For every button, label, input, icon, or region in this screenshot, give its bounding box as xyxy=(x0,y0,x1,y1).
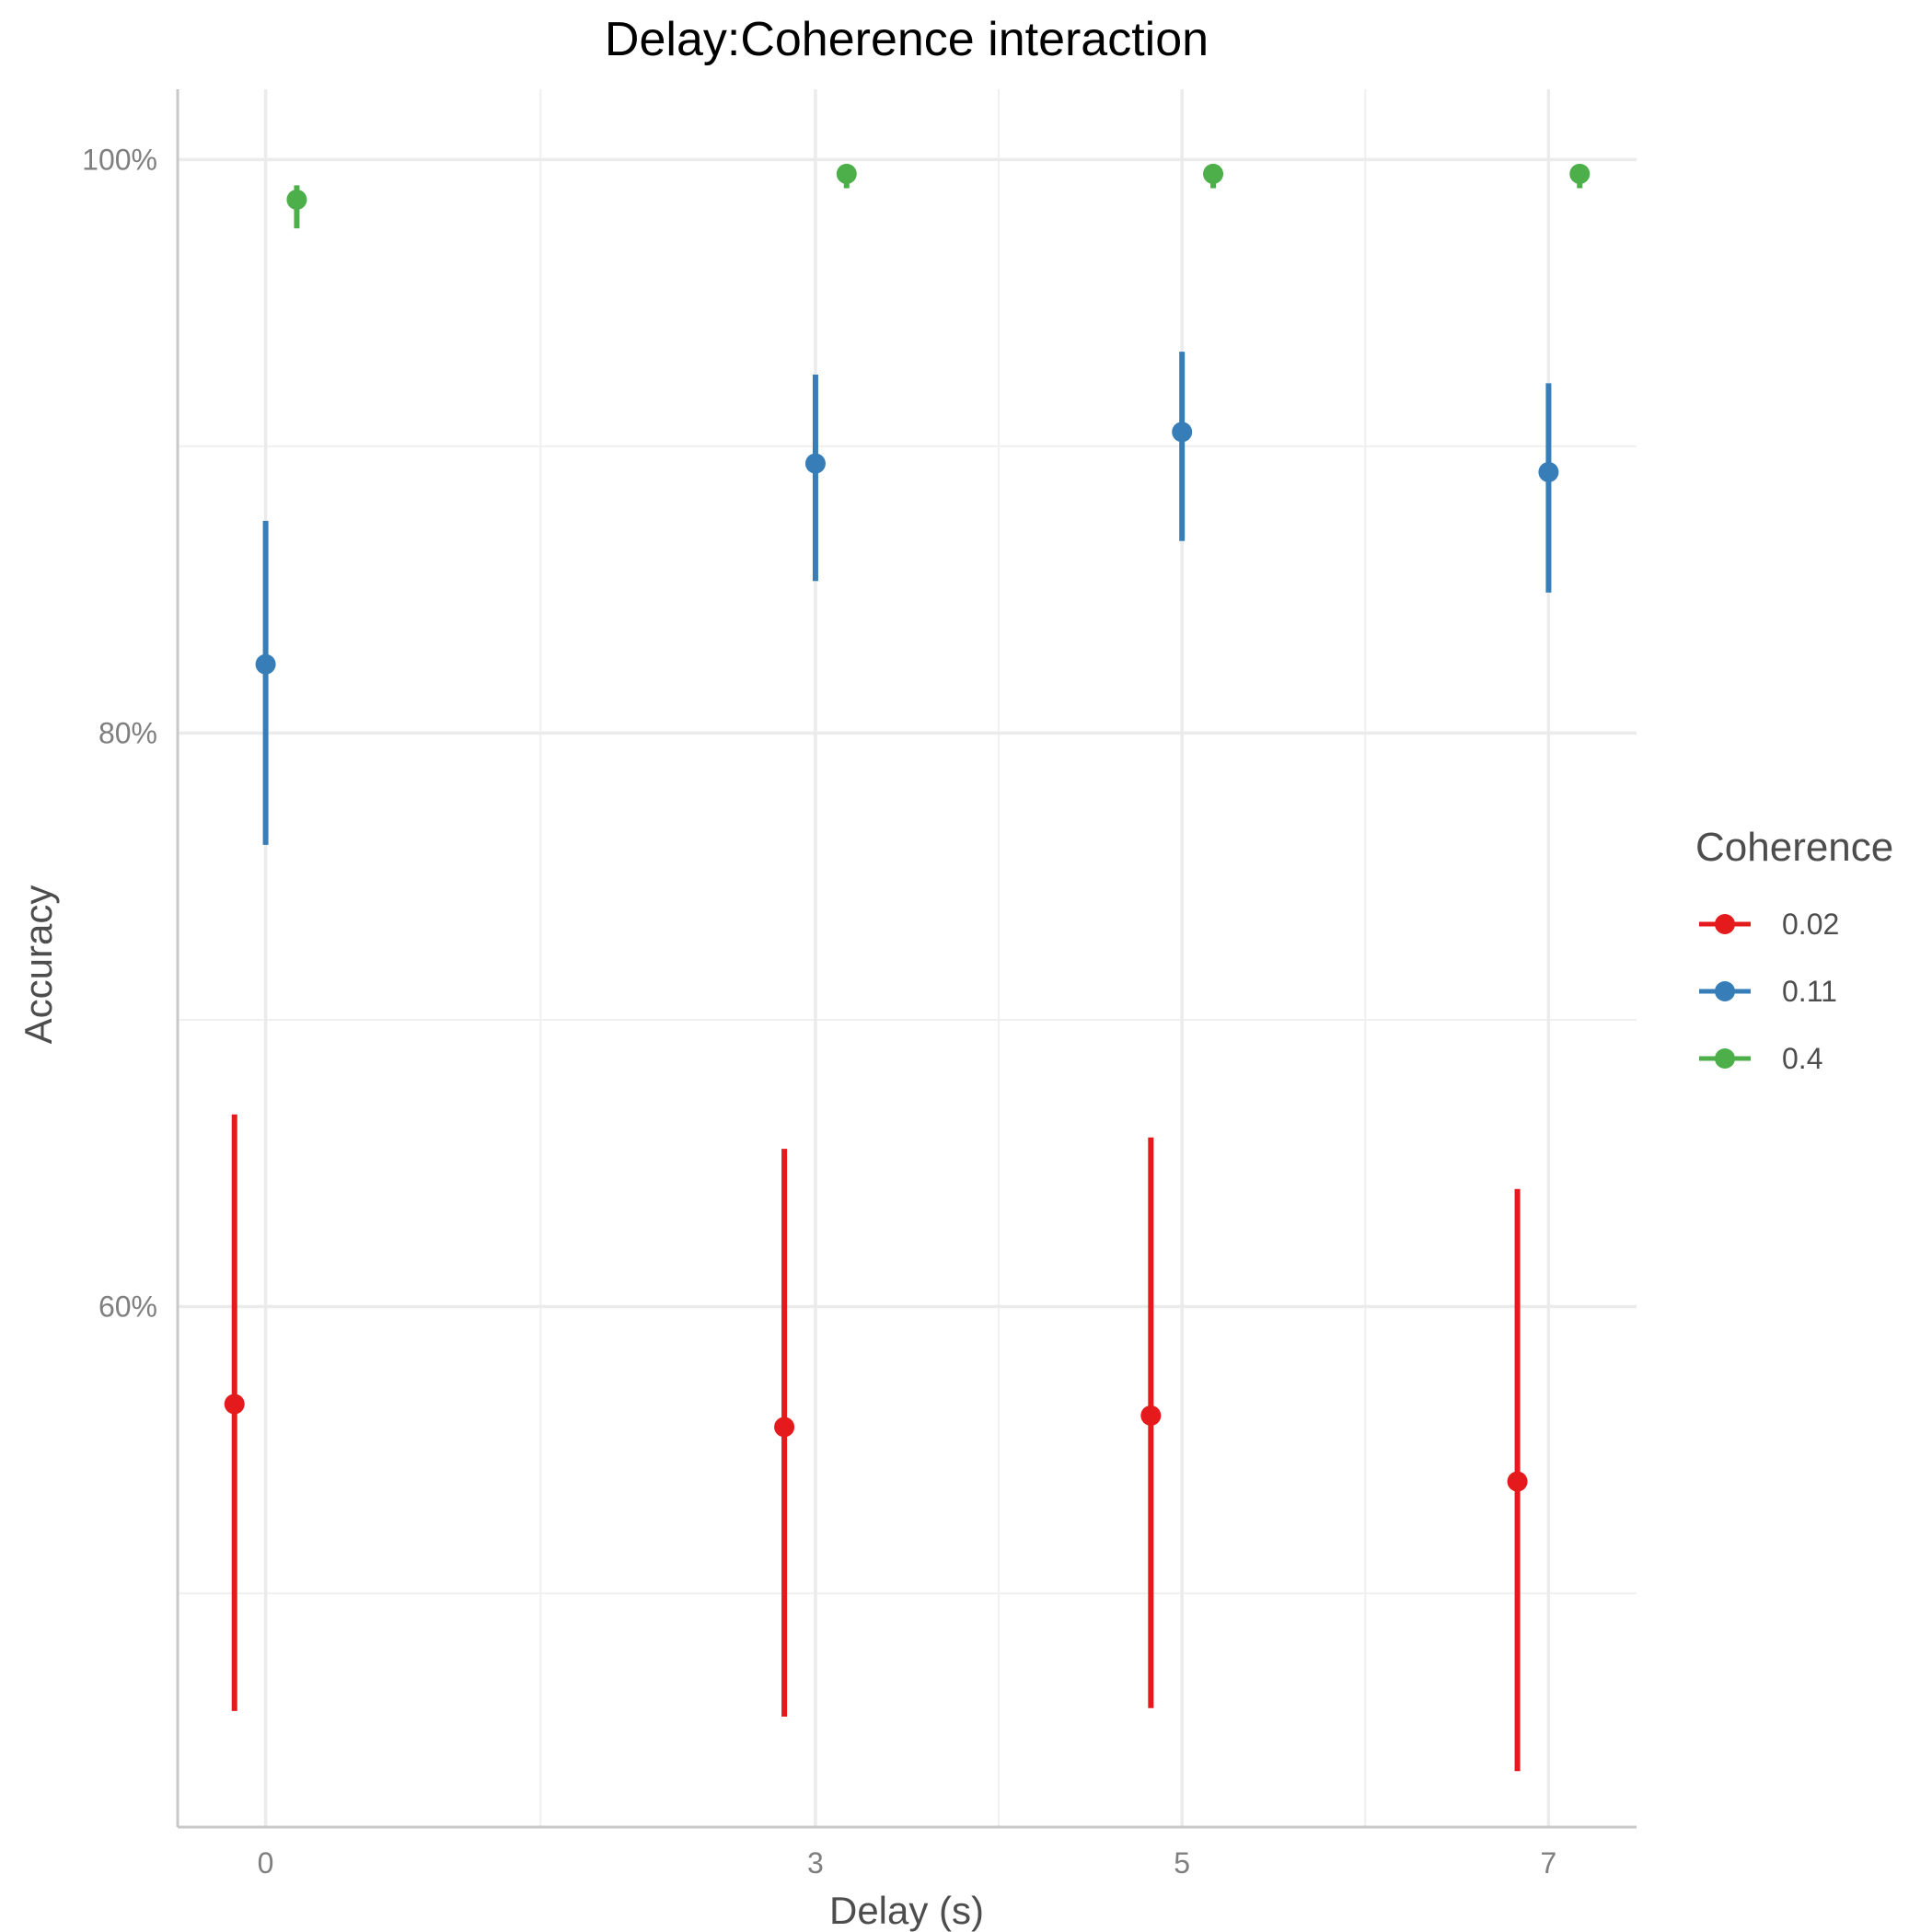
legend-key-point xyxy=(1715,914,1735,934)
legend-label: 0.11 xyxy=(1782,975,1837,1008)
data-marks xyxy=(224,163,1591,1772)
x-tick-label: 0 xyxy=(258,1846,274,1880)
data-point xyxy=(1538,461,1559,482)
data-point xyxy=(1140,1405,1162,1426)
axes xyxy=(176,89,1637,1829)
legend-label: 0.4 xyxy=(1782,1042,1822,1075)
data-point xyxy=(1507,1471,1528,1492)
legend-label: 0.02 xyxy=(1782,908,1839,941)
x-tick-label: 3 xyxy=(807,1846,824,1880)
data-point xyxy=(1569,163,1591,184)
legend-key-point xyxy=(1715,981,1735,1001)
x-axis-title: Delay (s) xyxy=(829,1889,984,1932)
y-tick-label: 60% xyxy=(98,1290,157,1324)
data-point xyxy=(836,163,857,184)
data-point xyxy=(224,1394,245,1415)
data-point xyxy=(255,654,276,675)
legend-key-point xyxy=(1715,1048,1735,1069)
y-tick-label: 80% xyxy=(98,716,157,749)
legend: Coherence 0.02 0.11 0.4 xyxy=(1695,825,1893,1075)
chart-title: Delay:Coherence interaction xyxy=(605,13,1209,66)
data-point xyxy=(1203,163,1224,184)
data-point xyxy=(286,189,307,210)
data-point xyxy=(774,1417,795,1438)
y-tick-label: 100% xyxy=(82,143,157,176)
legend-title: Coherence xyxy=(1695,825,1893,870)
tick-labels: 60% 80% 100% 0 3 5 7 xyxy=(82,143,1556,1880)
data-point xyxy=(1172,422,1193,443)
x-tick-label: 5 xyxy=(1174,1846,1190,1880)
data-point xyxy=(804,453,826,474)
x-tick-label: 7 xyxy=(1541,1846,1557,1880)
y-axis-title: Accuracy xyxy=(17,885,60,1045)
